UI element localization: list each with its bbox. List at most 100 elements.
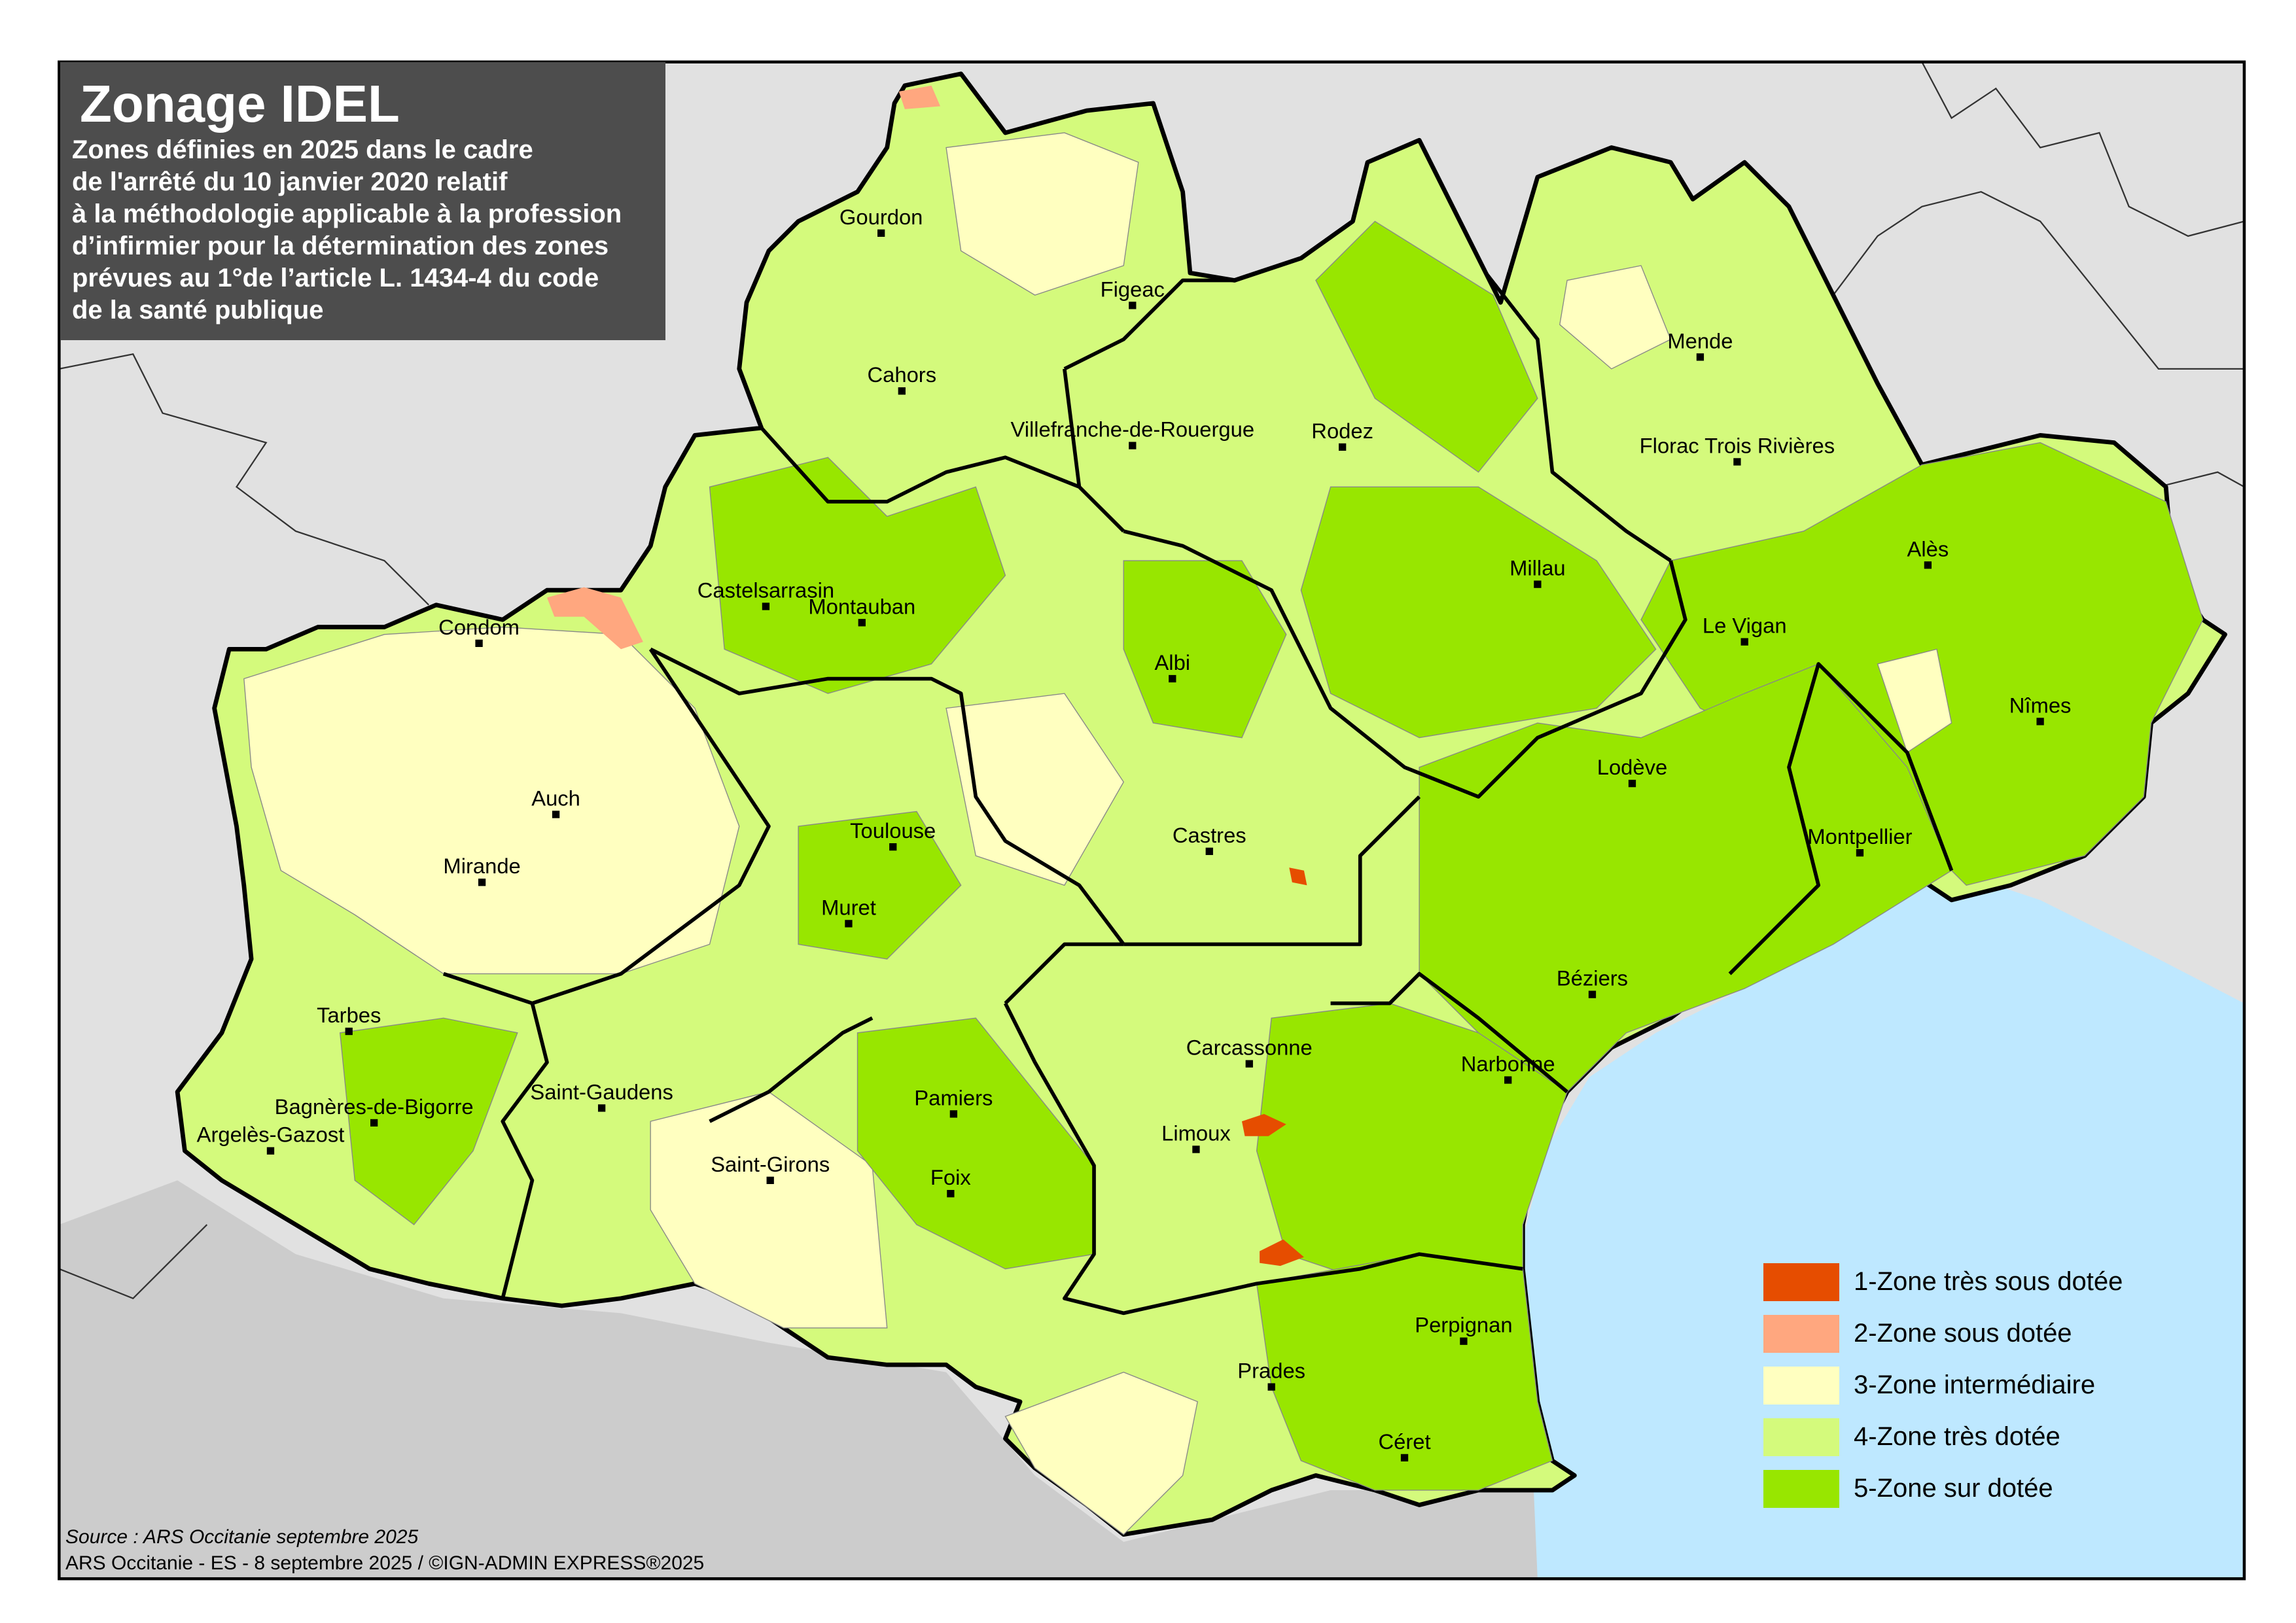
legend-item: 5-Zone sur dotée bbox=[1763, 1463, 2123, 1514]
city-label: Pamiers bbox=[914, 1085, 993, 1109]
city-dot bbox=[858, 619, 866, 627]
city-dot bbox=[1169, 674, 1176, 683]
city-label: Castelsarrasin bbox=[698, 578, 834, 602]
city-label: Villefranche-de-Rouergue bbox=[1010, 417, 1254, 442]
city-dot bbox=[898, 387, 906, 395]
legend-label: 4-Zone très dotée bbox=[1854, 1422, 2060, 1451]
city-label: Foix bbox=[930, 1165, 972, 1189]
city-dot bbox=[1740, 638, 1748, 646]
city-label: Carcassonne bbox=[1186, 1036, 1313, 1060]
city-label: Montauban bbox=[808, 594, 915, 618]
legend-label: 1-Zone très sous dotée bbox=[1854, 1267, 2123, 1296]
legend: 1-Zone très sous dotée 2-Zone sous dotée… bbox=[1763, 1256, 2123, 1514]
source-text: Source : ARS Occitanie septembre 2025 bbox=[65, 1526, 419, 1548]
city-label: Montpellier bbox=[1807, 824, 1912, 848]
city-dot bbox=[1534, 580, 1542, 588]
map-subtitle: Zones définies en 2025 dans le cadre de … bbox=[72, 135, 622, 324]
map-frame bbox=[58, 60, 2246, 1580]
city-label: Mende bbox=[1667, 328, 1733, 353]
city-dot bbox=[877, 229, 885, 237]
city-label: Saint-Gaudens bbox=[530, 1079, 673, 1104]
city-dot bbox=[478, 879, 486, 886]
city-label: Nîmes bbox=[2009, 693, 2072, 717]
city-label: Perpignan bbox=[1415, 1313, 1512, 1337]
city-label: Limoux bbox=[1161, 1121, 1231, 1145]
city-label: Prades bbox=[1237, 1359, 1305, 1383]
city-dot bbox=[1504, 1076, 1512, 1084]
footer: Source : ARS Occitanie septembre 2025 AR… bbox=[65, 1524, 704, 1577]
city-label: Narbonne bbox=[1461, 1051, 1555, 1075]
city-label: Condom bbox=[438, 615, 520, 639]
legend-label: 5-Zone sur dotée bbox=[1854, 1474, 2053, 1503]
legend-swatch bbox=[1763, 1366, 1839, 1405]
city-dot bbox=[2036, 718, 2044, 725]
city-label: Céret bbox=[1378, 1429, 1430, 1454]
map-title: Zonage IDEL bbox=[80, 75, 400, 133]
city-label: Toulouse bbox=[850, 818, 936, 843]
city-label: Gourdon bbox=[839, 205, 923, 229]
city-dot bbox=[762, 602, 770, 610]
city-dot bbox=[1129, 442, 1137, 449]
city-dot bbox=[1733, 458, 1741, 466]
legend-item: 4-Zone très dotée bbox=[1763, 1411, 2123, 1463]
city-label: Béziers bbox=[1557, 966, 1628, 990]
city-label: Millau bbox=[1510, 556, 1566, 580]
city-label: Mirande bbox=[443, 854, 520, 878]
city-label: Florac Trois Rivières bbox=[1640, 433, 1835, 457]
city-label: Rodez bbox=[1311, 419, 1373, 443]
zone-patches bbox=[243, 85, 2204, 1535]
title-box: Zonage IDEL Zones définies en 2025 dans … bbox=[60, 62, 665, 340]
city-dot bbox=[1338, 443, 1347, 451]
city-dot bbox=[552, 811, 560, 818]
city-label: Auch bbox=[531, 786, 580, 811]
city-dot bbox=[1205, 847, 1213, 856]
city-dot bbox=[949, 1110, 958, 1118]
city-dot bbox=[1192, 1145, 1200, 1153]
sea bbox=[1523, 870, 2244, 1579]
city-label: Saint-Girons bbox=[711, 1152, 830, 1176]
legend-swatch bbox=[1763, 1263, 1839, 1301]
legend-item: 1-Zone très sous dotée bbox=[1763, 1256, 2123, 1308]
legend-label: 2-Zone sous dotée bbox=[1854, 1319, 2072, 1348]
city-dot bbox=[889, 843, 897, 851]
city-label: Figeac bbox=[1101, 277, 1165, 301]
spain-land bbox=[59, 1180, 1553, 1579]
city-label: Castres bbox=[1173, 823, 1246, 847]
city-dot bbox=[1628, 780, 1636, 788]
city-markers: Gourdon Figeac Cahors Mende Villefranche-de-… bbox=[197, 205, 2072, 1462]
city-label: Alès bbox=[1907, 536, 1949, 561]
city-dot bbox=[1267, 1383, 1275, 1391]
city-dot bbox=[266, 1147, 275, 1155]
legend-swatch bbox=[1763, 1418, 1839, 1456]
city-dot bbox=[1245, 1060, 1253, 1068]
city-dot bbox=[597, 1104, 606, 1112]
city-dot bbox=[345, 1027, 353, 1036]
city-dot bbox=[1856, 849, 1864, 857]
legend-label: 3-Zone intermédiaire bbox=[1854, 1370, 2096, 1399]
city-label: Albi bbox=[1154, 650, 1190, 674]
city-label: Tarbes bbox=[317, 1003, 381, 1027]
legend-item: 3-Zone intermédiaire bbox=[1763, 1359, 2123, 1411]
city-label: Le Vigan bbox=[1703, 614, 1787, 638]
legend-swatch bbox=[1763, 1314, 1839, 1353]
city-dot bbox=[845, 920, 853, 928]
city-dot bbox=[1696, 353, 1704, 361]
city-dot bbox=[1460, 1337, 1468, 1345]
legend-swatch bbox=[1763, 1469, 1839, 1508]
city-dot bbox=[475, 639, 483, 648]
city-label: Bagnères-de-Bigorre bbox=[275, 1094, 474, 1119]
city-label: Cahors bbox=[868, 362, 937, 387]
city-dot bbox=[947, 1190, 955, 1198]
department-borders bbox=[442, 271, 1954, 1316]
city-label: Muret bbox=[821, 895, 876, 919]
city-label: Argelès-Gazost bbox=[197, 1123, 345, 1147]
city-dot bbox=[1129, 302, 1137, 309]
city-dot bbox=[370, 1119, 378, 1127]
city-label: Lodève bbox=[1597, 755, 1667, 779]
city-dot bbox=[766, 1176, 774, 1185]
credit-text: ARS Occitanie - ES - 8 septembre 2025 / … bbox=[65, 1552, 705, 1574]
city-dot bbox=[1400, 1454, 1409, 1462]
legend-item: 2-Zone sous dotée bbox=[1763, 1308, 2123, 1359]
city-dot bbox=[1588, 990, 1597, 998]
